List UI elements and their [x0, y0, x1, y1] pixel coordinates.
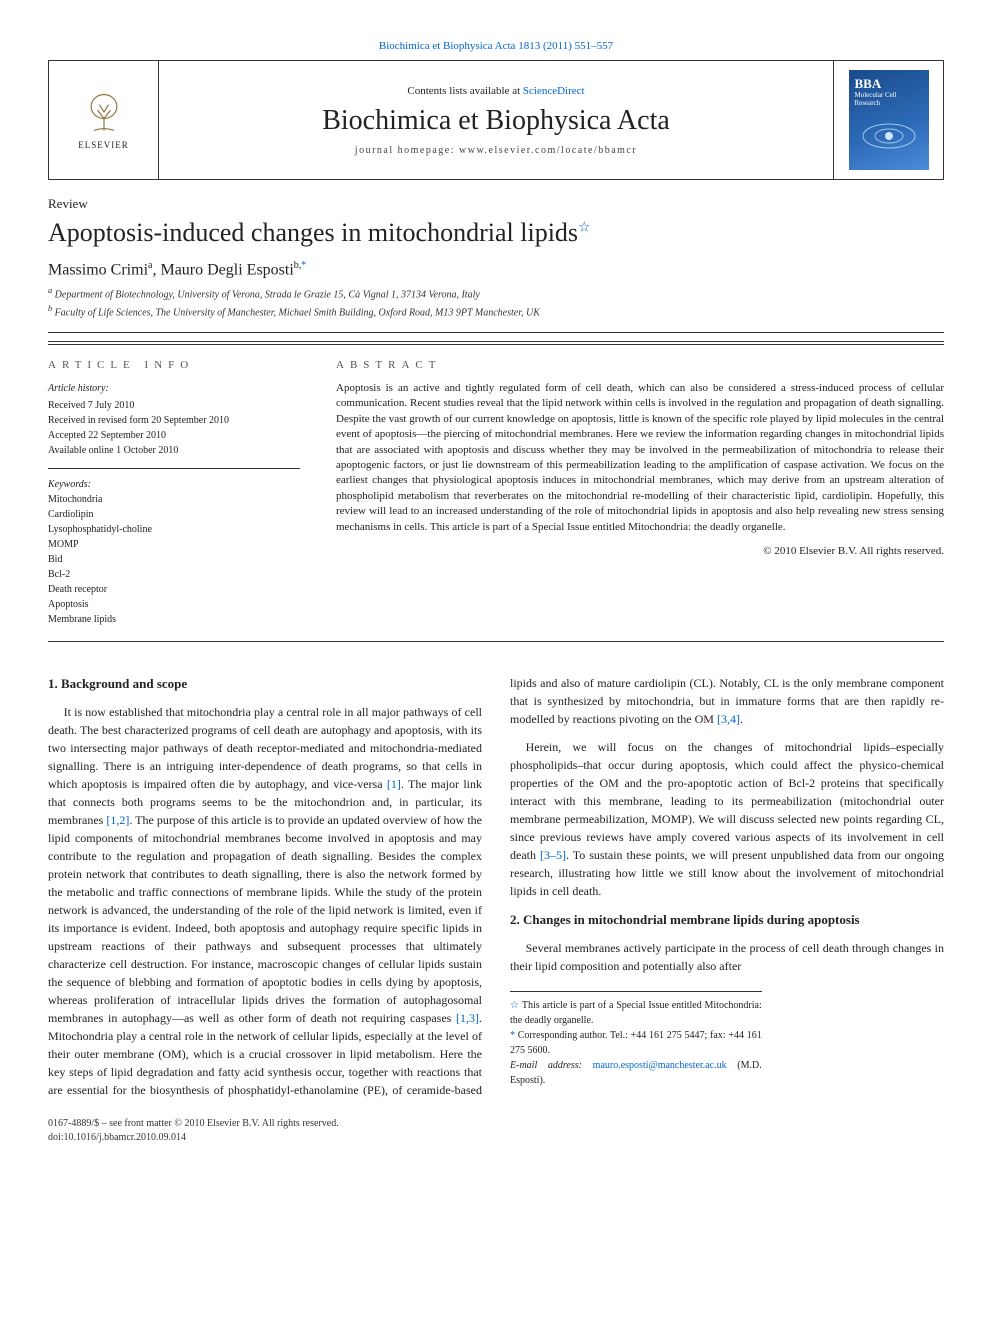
- title-text: Apoptosis-induced changes in mitochondri…: [48, 218, 578, 247]
- contents-prefix: Contents lists available at: [407, 85, 522, 97]
- star-icon: ☆: [510, 1000, 519, 1011]
- affil-a-sup: a: [48, 286, 52, 295]
- ref-link[interactable]: [1,3]: [456, 1011, 479, 1025]
- author-2: Mauro Degli Esposti: [160, 261, 293, 278]
- affiliations: a Department of Biotechnology, Universit…: [48, 285, 944, 320]
- ref-link[interactable]: [3–5]: [540, 848, 566, 862]
- history-online: Available online 1 October 2010: [48, 443, 300, 458]
- email-link[interactable]: mauro.esposti@manchester.ac.uk: [593, 1060, 727, 1071]
- journal-homepage-line: journal homepage: www.elsevier.com/locat…: [355, 145, 637, 156]
- sciencedirect-link[interactable]: ScienceDirect: [523, 85, 585, 97]
- corresponding-marker[interactable]: *: [301, 260, 306, 271]
- asterisk-icon: *: [510, 1030, 515, 1041]
- footnote-email: E-mail address: mauro.esposti@manchester…: [510, 1058, 762, 1088]
- history-received: Received 7 July 2010: [48, 398, 300, 413]
- keyword: Bid: [48, 552, 300, 567]
- doi-line: doi:10.1016/j.bbamcr.2010.09.014: [48, 1131, 944, 1145]
- bba-cover: BBA Molecular Cell Research: [849, 70, 929, 170]
- keyword: Bcl-2: [48, 567, 300, 582]
- publisher-name: ELSEVIER: [78, 140, 129, 150]
- body-span: Herein, we will focus on the changes of …: [510, 740, 944, 862]
- elsevier-tree-icon: [81, 90, 127, 136]
- keyword: MOMP: [48, 537, 300, 552]
- article-type: Review: [48, 196, 944, 212]
- top-rule: [48, 332, 944, 333]
- history-accepted: Accepted 22 September 2010: [48, 428, 300, 443]
- issn-line: 0167-4889/$ – see front matter © 2010 El…: [48, 1117, 944, 1131]
- cover-subtitle: Molecular Cell Research: [855, 92, 923, 107]
- keywords-list: Mitochondria Cardiolipin Lysophosphatidy…: [48, 492, 300, 627]
- homepage-prefix: journal homepage:: [355, 145, 459, 156]
- history-block: Article history: Received 7 July 2010 Re…: [48, 381, 300, 469]
- article-info-col: ARTICLE INFO Article history: Received 7…: [48, 344, 318, 641]
- author-1: Massimo Crimi: [48, 261, 148, 278]
- cover-title: BBA: [855, 76, 923, 92]
- journal-center: Contents lists available at ScienceDirec…: [159, 61, 833, 179]
- affil-a-text: Department of Biotechnology, University …: [55, 290, 480, 301]
- body-span: .: [740, 712, 743, 726]
- affil-b-text: Faculty of Life Sciences, The University…: [55, 307, 540, 318]
- journal-name: Biochimica et Biophysica Acta: [322, 105, 670, 137]
- journal-cover-box: BBA Molecular Cell Research: [833, 61, 943, 179]
- citation-link[interactable]: Biochimica et Biophysica Acta 1813 (2011…: [379, 40, 613, 52]
- contents-line: Contents lists available at ScienceDirec…: [407, 85, 584, 97]
- keyword: Apoptosis: [48, 597, 300, 612]
- info-heading: ARTICLE INFO: [48, 359, 300, 371]
- affiliation-b: b Faculty of Life Sciences, The Universi…: [48, 303, 944, 320]
- keyword: Membrane lipids: [48, 612, 300, 627]
- info-abstract-row: ARTICLE INFO Article history: Received 7…: [48, 341, 944, 642]
- ref-link[interactable]: [3,4]: [717, 712, 740, 726]
- publisher-logo-box: ELSEVIER: [49, 61, 159, 179]
- body-text: 1. Background and scope It is now establ…: [48, 674, 944, 1100]
- history-revised: Received in revised form 20 September 20…: [48, 413, 300, 428]
- elsevier-logo: ELSEVIER: [78, 90, 129, 150]
- body-span: . To sustain these points, we will prese…: [510, 848, 944, 898]
- homepage-url[interactable]: www.elsevier.com/locate/bbamcr: [459, 145, 637, 156]
- cover-art-icon: [855, 116, 923, 156]
- author-1-affil: a: [148, 260, 152, 271]
- title-star-icon[interactable]: ☆: [578, 220, 591, 235]
- journal-banner: ELSEVIER Contents lists available at Sci…: [48, 60, 944, 180]
- abstract-copyright: © 2010 Elsevier B.V. All rights reserved…: [336, 545, 944, 557]
- affil-b-sup: b: [48, 304, 52, 313]
- section-2-title: 2. Changes in mitochondrial membrane lip…: [510, 910, 944, 930]
- history-label: Article history:: [48, 381, 300, 396]
- email-label: E-mail address:: [510, 1060, 582, 1071]
- footnote-star: ☆ This article is part of a Special Issu…: [510, 998, 762, 1028]
- keyword: Lysophosphatidyl-choline: [48, 522, 300, 537]
- page-footer: 0167-4889/$ – see front matter © 2010 El…: [48, 1117, 944, 1145]
- keyword: Mitochondria: [48, 492, 300, 507]
- footnote-corr-text: Corresponding author. Tel.: +44 161 275 …: [510, 1030, 762, 1056]
- footnote-star-text: This article is part of a Special Issue …: [510, 1000, 762, 1026]
- keywords-label: Keywords:: [48, 479, 300, 490]
- keyword: Cardiolipin: [48, 507, 300, 522]
- footnote-corr: * Corresponding author. Tel.: +44 161 27…: [510, 1028, 762, 1058]
- footnotes: ☆ This article is part of a Special Issu…: [510, 991, 762, 1088]
- authors-line: Massimo Crimia, Mauro Degli Espostib,*: [48, 260, 944, 279]
- keyword: Death receptor: [48, 582, 300, 597]
- abstract-heading: ABSTRACT: [336, 359, 944, 371]
- section-2-para-1: Several membranes actively participate i…: [510, 939, 944, 975]
- ref-link[interactable]: [1]: [387, 777, 401, 791]
- abstract-col: ABSTRACT Apoptosis is an active and tigh…: [318, 344, 944, 641]
- section-1-para-2: Herein, we will focus on the changes of …: [510, 738, 944, 900]
- section-1-title: 1. Background and scope: [48, 674, 482, 694]
- affiliation-a: a Department of Biotechnology, Universit…: [48, 285, 944, 302]
- article-title: Apoptosis-induced changes in mitochondri…: [48, 218, 591, 248]
- ref-link[interactable]: [1,2]: [106, 813, 129, 827]
- abstract-text: Apoptosis is an active and tightly regul…: [336, 381, 944, 535]
- body-span: . The purpose of this article is to prov…: [48, 813, 482, 1007]
